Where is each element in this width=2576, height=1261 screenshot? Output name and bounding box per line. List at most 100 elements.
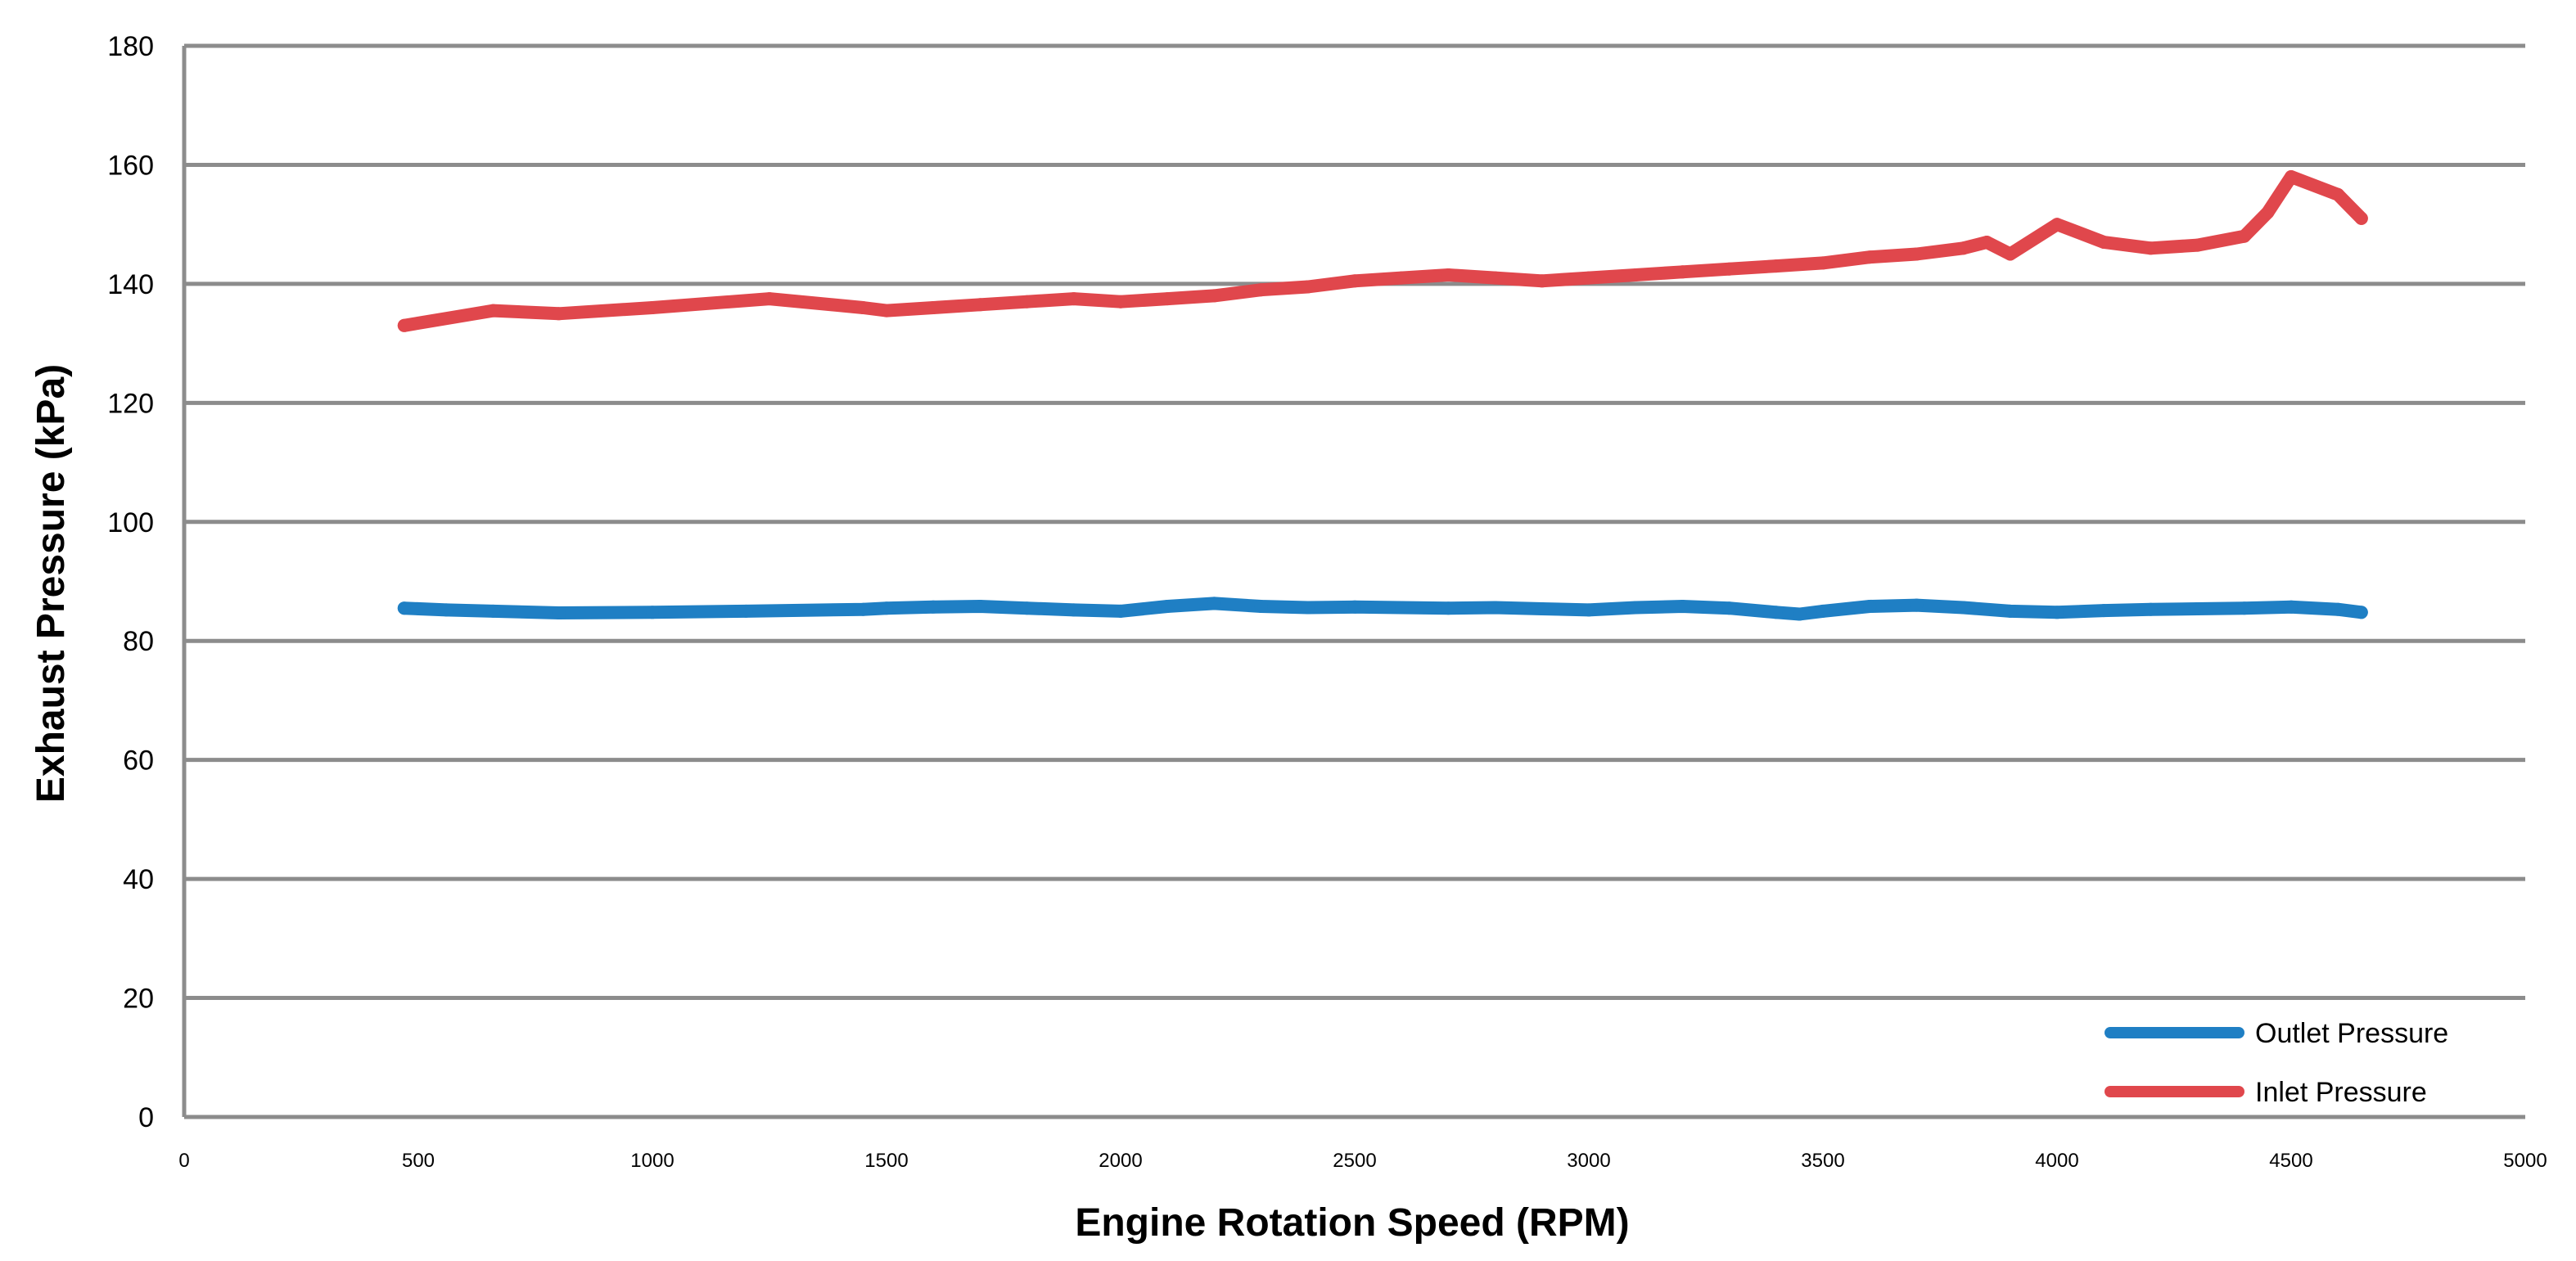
data-point-inlet-pressure [1535, 274, 1549, 288]
data-point-inlet-pressure [2331, 187, 2345, 201]
x-tick-label: 2000 [1099, 1150, 1142, 1172]
y-tick-label: 160 [107, 150, 154, 181]
x-tick-label: 3500 [1801, 1150, 1844, 1172]
data-point-inlet-pressure [1863, 250, 1877, 264]
data-point-outlet-pressure [1020, 601, 1034, 615]
data-point-outlet-pressure [2144, 602, 2158, 616]
x-tick-label: 3000 [1567, 1150, 1610, 1172]
data-point-outlet-pressure [2050, 606, 2064, 619]
data-point-outlet-pressure [880, 601, 893, 615]
data-point-inlet-pressure [763, 292, 776, 306]
data-point-inlet-pressure [1441, 268, 1455, 281]
data-point-inlet-pressure [1816, 256, 1829, 270]
legend: Outlet Pressure Inlet Pressure [2105, 1018, 2448, 1108]
x-tick-label: 1500 [864, 1150, 908, 1172]
data-point-inlet-pressure [2097, 236, 2111, 249]
data-point-inlet-pressure [1956, 241, 1970, 255]
data-point-inlet-pressure [1910, 247, 1924, 261]
x-tick-label: 4000 [2035, 1150, 2078, 1172]
y-tick-label: 180 [107, 31, 154, 62]
data-point-outlet-pressure [1629, 601, 1643, 615]
grid-lines [184, 43, 2525, 1001]
y-tick-label: 0 [138, 1102, 154, 1133]
data-point-inlet-pressure [486, 304, 500, 318]
data-point-inlet-pressure [552, 307, 566, 321]
series-line-inlet-pressure [397, 170, 2368, 332]
axes [182, 46, 2525, 1119]
x-tick-labels: 0 500 1000 1500 2000 2500 3000 3500 4000 4500 5000 [178, 1150, 2547, 1172]
data-point-inlet-pressure [646, 301, 659, 314]
data-point-outlet-pressure [1535, 602, 1549, 615]
data-point-outlet-pressure [440, 603, 453, 617]
data-point-outlet-pressure [1910, 598, 1924, 612]
data-point-outlet-pressure [1793, 607, 1807, 621]
data-point-outlet-pressure [2285, 600, 2298, 614]
y-tick-label: 40 [123, 864, 154, 895]
legend-label-outlet-pressure: Outlet Pressure [2255, 1018, 2448, 1049]
y-tick-label: 20 [123, 984, 154, 1015]
x-tick-label: 5000 [2503, 1150, 2547, 1172]
data-point-inlet-pressure [397, 318, 411, 332]
data-point-outlet-pressure [2354, 606, 2368, 619]
y-tick-label: 140 [107, 269, 154, 300]
data-point-inlet-pressure [2144, 241, 2158, 255]
data-point-inlet-pressure [2050, 218, 2064, 232]
data-point-outlet-pressure [2190, 602, 2204, 615]
legend-label-inlet-pressure: Inlet Pressure [2255, 1077, 2427, 1108]
data-point-outlet-pressure [973, 600, 987, 613]
data-point-inlet-pressure [880, 304, 893, 318]
x-tick-label: 4500 [2269, 1150, 2312, 1172]
data-point-outlet-pressure [397, 601, 411, 615]
data-point-inlet-pressure [1161, 292, 1175, 306]
data-point-outlet-pressure [646, 606, 659, 619]
data-point-inlet-pressure [1348, 274, 1361, 288]
data-point-outlet-pressure [927, 600, 941, 614]
y-axis-title: Exhaust Pressure (kPa) [29, 364, 73, 803]
x-tick-label: 2500 [1333, 1150, 1376, 1172]
data-point-inlet-pressure [1629, 268, 1643, 281]
data-point-inlet-pressure [2261, 205, 2275, 219]
data-point-inlet-pressure [1067, 292, 1080, 306]
series-inlet-pressure [397, 170, 2368, 332]
data-point-inlet-pressure [1207, 289, 1221, 303]
data-point-outlet-pressure [1301, 601, 1315, 615]
data-point-outlet-pressure [1676, 600, 1690, 613]
data-point-inlet-pressure [2003, 247, 2017, 261]
data-point-outlet-pressure [1161, 600, 1175, 613]
data-point-outlet-pressure [1488, 601, 1502, 615]
series-lines [397, 170, 2368, 621]
data-point-outlet-pressure [856, 602, 870, 616]
legend-item-outlet-pressure: Outlet Pressure [2105, 1018, 2448, 1049]
x-tick-label: 1000 [630, 1150, 674, 1172]
data-point-outlet-pressure [1956, 601, 1970, 615]
data-point-inlet-pressure [1582, 271, 1595, 285]
data-point-outlet-pressure [2331, 602, 2345, 616]
data-point-outlet-pressure [1863, 600, 1877, 613]
data-point-outlet-pressure [486, 604, 500, 618]
data-point-inlet-pressure [2285, 170, 2298, 183]
x-tick-label: 500 [402, 1150, 435, 1172]
y-tick-label: 120 [107, 388, 154, 419]
data-point-inlet-pressure [973, 298, 987, 312]
data-point-outlet-pressure [1816, 604, 1829, 618]
data-point-inlet-pressure [2354, 211, 2368, 225]
data-point-inlet-pressure [2190, 238, 2204, 252]
y-tick-labels: 0 20 40 60 80 100 120 140 160 180 [107, 31, 154, 1133]
data-point-outlet-pressure [1441, 601, 1455, 615]
data-point-inlet-pressure [927, 301, 941, 314]
data-point-outlet-pressure [1067, 603, 1080, 617]
data-point-outlet-pressure [739, 604, 753, 618]
data-point-outlet-pressure [1722, 601, 1736, 615]
data-point-inlet-pressure [1676, 265, 1690, 279]
data-point-outlet-pressure [1348, 600, 1361, 614]
data-point-outlet-pressure [1769, 606, 1783, 619]
data-point-inlet-pressure [1395, 271, 1409, 285]
series-line-outlet-pressure [397, 597, 2368, 621]
data-point-outlet-pressure [2237, 601, 2251, 615]
data-point-outlet-pressure [1395, 601, 1409, 615]
y-tick-label: 80 [123, 626, 154, 657]
data-point-inlet-pressure [2237, 229, 2251, 243]
data-point-inlet-pressure [1722, 262, 1736, 276]
y-tick-label: 60 [123, 745, 154, 777]
